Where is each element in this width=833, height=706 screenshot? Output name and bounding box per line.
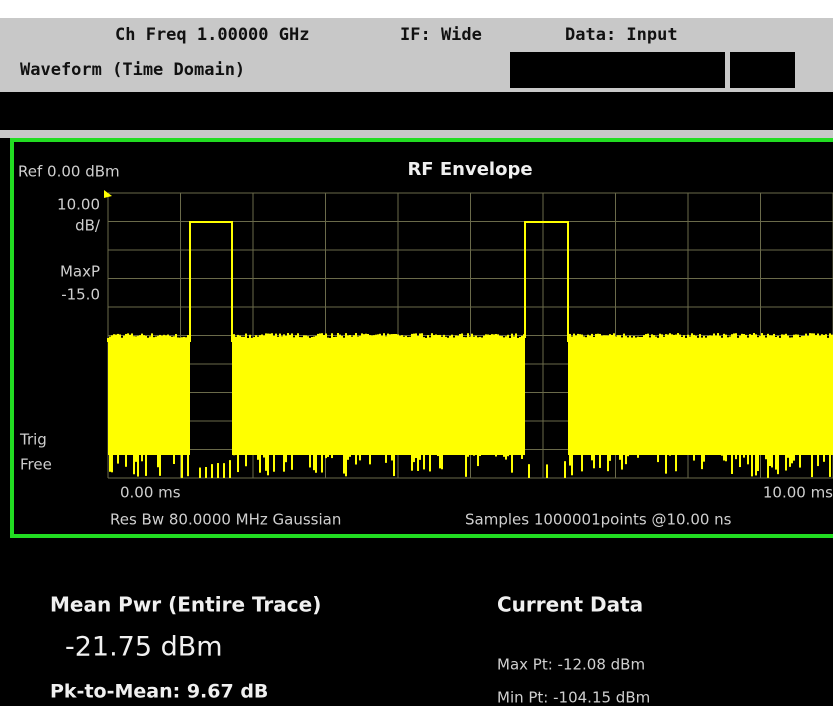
pulse [524, 221, 569, 338]
noise-fill [568, 338, 833, 455]
data-source: Data: Input [565, 25, 678, 45]
separator [0, 130, 833, 138]
scale: 10.00 [57, 196, 100, 214]
detector-value: -15.0 [61, 286, 100, 304]
measurement-name: Waveform (Time Domain) [20, 60, 245, 80]
status-box [730, 52, 795, 88]
message-bar [0, 92, 833, 130]
max-point: Max Pt: -12.08 dBm [497, 656, 645, 674]
noise-fill [232, 338, 525, 455]
status-box [510, 52, 725, 88]
if-mode: IF: Wide [400, 25, 482, 45]
ref-marker [104, 190, 112, 198]
pk-to-mean: Pk-to-Mean: 9.67 dB [50, 681, 268, 703]
graph-title: RF Envelope [407, 159, 532, 180]
graph-border [10, 138, 833, 538]
results-panel [0, 540, 833, 706]
samples: Samples 1000001points @10.00 ns [465, 511, 732, 529]
trace [104, 190, 833, 478]
mean-value: -21.75 dBm [65, 632, 223, 663]
channel-freq: Ch Freq 1.00000 GHz [115, 25, 309, 45]
trig-mode: Free [20, 456, 52, 474]
x-end: 10.00 ms [763, 484, 833, 502]
trig-label: Trig [19, 431, 47, 449]
current-label: Current Data [497, 593, 643, 617]
scale-unit: dB/ [75, 217, 101, 235]
mean-label: Mean Pwr (Entire Trace) [50, 593, 321, 617]
pulse [189, 221, 233, 338]
min-point: Min Pt: -104.15 dBm [497, 689, 650, 706]
res-bw: Res Bw 80.0000 MHz Gaussian [110, 511, 341, 529]
noise-fill [108, 338, 190, 455]
detector: MaxP [60, 263, 100, 281]
ref-level: Ref 0.00 dBm [18, 163, 120, 181]
x-start: 0.00 ms [120, 484, 181, 502]
